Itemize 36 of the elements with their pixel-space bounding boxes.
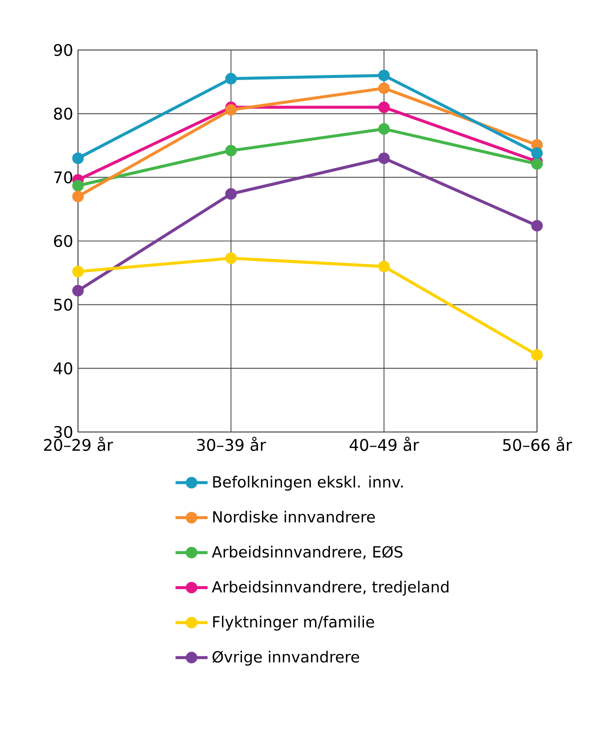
y-tick-label: 60 [54,234,72,248]
point [225,252,237,264]
legend-label: Øvrige innvandrere [212,650,360,666]
point [225,144,237,156]
x-tick-label: 50–66 år [503,436,572,451]
legend-label: Arbeidsinnvandrere, tredjeland [212,580,448,596]
point [72,180,84,192]
y-tick-label: 50 [54,298,72,311]
point [378,70,390,82]
x-tick-label: 20–29 år [44,436,114,451]
legend-label: Arbeidsinnvandrere, EØS [212,546,402,560]
point [378,123,390,135]
point [72,266,84,278]
point [531,147,543,159]
y-tick-label: 30 [54,426,72,438]
y-tick-label: 70 [54,171,72,184]
x-tick-label: 30–39 år [197,436,266,451]
point [225,104,237,116]
point [378,152,390,164]
point [72,152,84,164]
point [225,188,237,200]
x-tick-label: 40–49 år [350,436,420,451]
y-tick-label: 80 [54,108,72,120]
legend-label: Befolkningen ekskl. innv. [213,476,403,491]
point [378,82,390,94]
point [225,72,237,84]
legend-label: Nordiske innvandrere [213,510,375,523]
point [378,260,390,272]
legend-label: Flyktninger m/familie [213,616,374,631]
point [378,102,390,114]
point [531,349,543,361]
point [72,284,84,296]
y-tick-label: 90 [54,44,72,56]
point [531,220,543,232]
y-tick-label: 40 [54,362,72,374]
point [72,190,84,202]
